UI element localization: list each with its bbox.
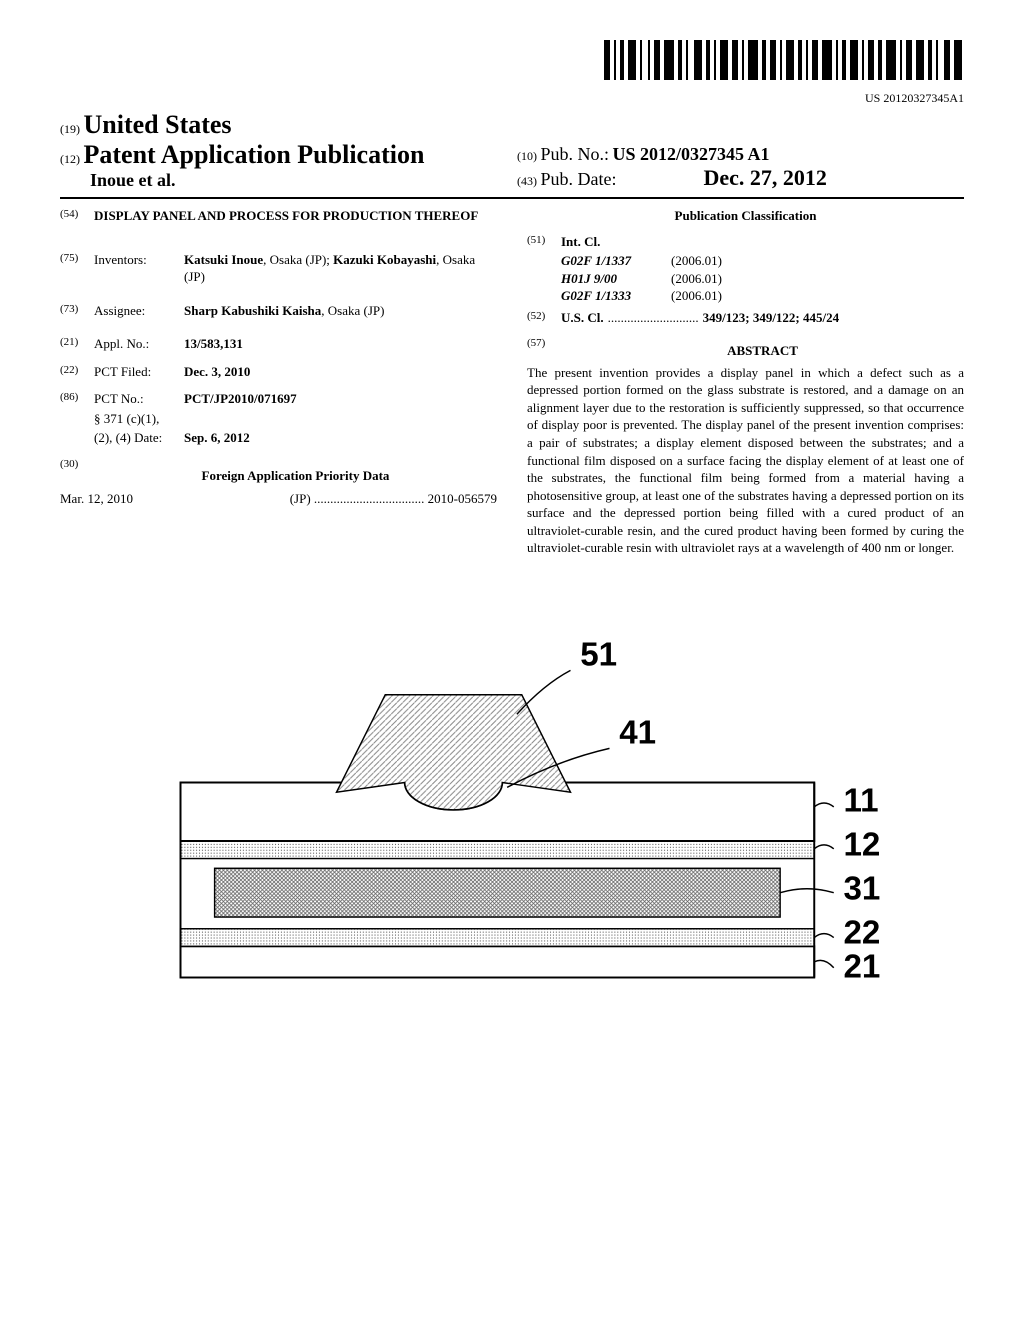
- uscl-dots: ............................: [604, 309, 703, 327]
- priority-section: (30) Foreign Application Priority Data M…: [60, 457, 497, 508]
- inventors-value: Katsuki Inoue, Osaka (JP); Kazuki Kobaya…: [184, 251, 497, 286]
- assignee-label: Assignee:: [94, 302, 184, 320]
- prio-num: 2010-056579: [428, 491, 497, 506]
- inventors-prefix: (75): [60, 251, 94, 286]
- title-prefix: (54): [60, 207, 94, 241]
- appl-value: 13/583,131: [184, 335, 243, 353]
- barcode-text: US 20120327345A1: [60, 91, 964, 106]
- country: United States: [84, 110, 232, 139]
- svg-text:41: 41: [619, 714, 656, 751]
- assignee-prefix: (73): [60, 302, 94, 320]
- inventor-1: Katsuki Inoue: [184, 252, 263, 267]
- pub-no-value: US 2012/0327345 A1: [613, 144, 770, 164]
- pub-no-label: Pub. No.:: [541, 144, 610, 164]
- inventors-row: (75) Inventors: Katsuki Inoue, Osaka (JP…: [60, 251, 497, 286]
- right-column: Publication Classification (51) Int. Cl.…: [527, 207, 964, 557]
- pub-date-value: Dec. 27, 2012: [704, 165, 827, 190]
- pct-filed-row: (22) PCT Filed: Dec. 3, 2010: [60, 363, 497, 381]
- header-left: (19) United States (12) Patent Applicati…: [60, 110, 507, 191]
- intcl-item: G02F 1/1333 (2006.01): [561, 287, 964, 305]
- pub-date-label: Pub. Date:: [541, 169, 617, 189]
- svg-text:21: 21: [843, 948, 880, 985]
- intcl-label: Int. Cl.: [561, 233, 600, 251]
- svg-text:51: 51: [580, 636, 617, 673]
- s371-sub: (2), (4) Date:: [94, 429, 184, 447]
- svg-text:22: 22: [843, 914, 880, 951]
- pub-type-prefix: (12): [60, 152, 80, 166]
- abstract-prefix: (57): [527, 336, 561, 364]
- left-column: (54) DISPLAY PANEL AND PROCESS FOR PRODU…: [60, 207, 497, 557]
- authors: Inoue et al.: [90, 170, 176, 190]
- patent-figure: 51 41 11 12 31 2221: [60, 597, 964, 1007]
- intcl-year: (2006.01): [671, 270, 722, 288]
- intcl-code: G02F 1/1337: [561, 252, 671, 270]
- body: (54) DISPLAY PANEL AND PROCESS FOR PRODU…: [60, 207, 964, 557]
- country-prefix: (19): [60, 122, 80, 136]
- intcl-prefix: (51): [527, 233, 561, 251]
- prio-date: Mar. 12, 2010: [60, 490, 133, 508]
- pct-filed-prefix: (22): [60, 363, 94, 381]
- intcl-item: H01J 9/00 (2006.01): [561, 270, 964, 288]
- assignee-name: Sharp Kabushiki Kaisha: [184, 303, 321, 318]
- pct-no-label: PCT No.:: [94, 390, 184, 408]
- intcl-item: G02F 1/1337 (2006.01): [561, 252, 964, 270]
- inventors-label: Inventors:: [94, 251, 184, 286]
- prio-heading: Foreign Application Priority Data: [94, 467, 497, 485]
- s371-value: Sep. 6, 2012: [184, 429, 250, 447]
- prio-prefix: (30): [60, 457, 94, 491]
- svg-text:12: 12: [843, 826, 880, 863]
- assignee-value: Sharp Kabushiki Kaisha, Osaka (JP): [184, 302, 384, 320]
- pubclass-heading: Publication Classification: [527, 207, 964, 225]
- header: (19) United States (12) Patent Applicati…: [60, 110, 964, 199]
- pub-type: Patent Application Publication: [84, 140, 425, 169]
- s371-label: § 371 (c)(1),: [94, 410, 159, 428]
- svg-text:31: 31: [843, 870, 880, 907]
- s371-row-1: § 371 (c)(1),: [60, 410, 497, 428]
- assignee-loc: , Osaka (JP): [321, 303, 384, 318]
- title-row: (54) DISPLAY PANEL AND PROCESS FOR PRODU…: [60, 207, 497, 241]
- svg-text:11: 11: [843, 783, 878, 820]
- uscl-row: (52) U.S. Cl. ..........................…: [527, 309, 964, 327]
- pct-no-prefix: (86): [60, 390, 94, 408]
- intcl-code: H01J 9/00: [561, 270, 671, 288]
- s371-row-2: (2), (4) Date: Sep. 6, 2012: [60, 429, 497, 447]
- inventor-1-loc: , Osaka (JP);: [263, 252, 333, 267]
- barcode-block: US 20120327345A1: [60, 40, 964, 106]
- prio-dots: ..................................: [314, 491, 425, 506]
- appl-label: Appl. No.:: [94, 335, 184, 353]
- assignee-row: (73) Assignee: Sharp Kabushiki Kaisha, O…: [60, 302, 497, 320]
- intcl-year: (2006.01): [671, 252, 722, 270]
- pub-date-prefix: (43): [517, 174, 537, 188]
- prio-country: (JP): [290, 491, 311, 506]
- intcl-row: (51) Int. Cl.: [527, 233, 964, 251]
- pct-no-row: (86) PCT No.: PCT/JP2010/071697: [60, 390, 497, 408]
- uscl-value: 349/123; 349/122; 445/24: [703, 309, 840, 327]
- pub-no-prefix: (10): [517, 149, 537, 163]
- header-right: (10) Pub. No.: US 2012/0327345 A1 (43) P…: [507, 144, 964, 191]
- uscl-label: U.S. Cl.: [561, 309, 604, 327]
- abstract-text: The present invention provides a display…: [527, 364, 964, 557]
- intcl-year: (2006.01): [671, 287, 722, 305]
- intcl-code: G02F 1/1333: [561, 287, 671, 305]
- abstract-heading: ABSTRACT: [561, 342, 964, 360]
- prio-row: Mar. 12, 2010 (JP) .....................…: [60, 490, 497, 508]
- appl-row: (21) Appl. No.: 13/583,131: [60, 335, 497, 353]
- pct-no-value: PCT/JP2010/071697: [184, 390, 297, 408]
- inventor-2: Kazuki Kobayashi: [333, 252, 436, 267]
- pct-filed-label: PCT Filed:: [94, 363, 184, 381]
- appl-prefix: (21): [60, 335, 94, 353]
- pct-filed-value: Dec. 3, 2010: [184, 363, 250, 381]
- uscl-prefix: (52): [527, 309, 561, 327]
- intcl-list: G02F 1/1337 (2006.01) H01J 9/00 (2006.01…: [527, 252, 964, 305]
- barcode-graphic: [604, 40, 964, 84]
- patent-title: DISPLAY PANEL AND PROCESS FOR PRODUCTION…: [94, 207, 478, 225]
